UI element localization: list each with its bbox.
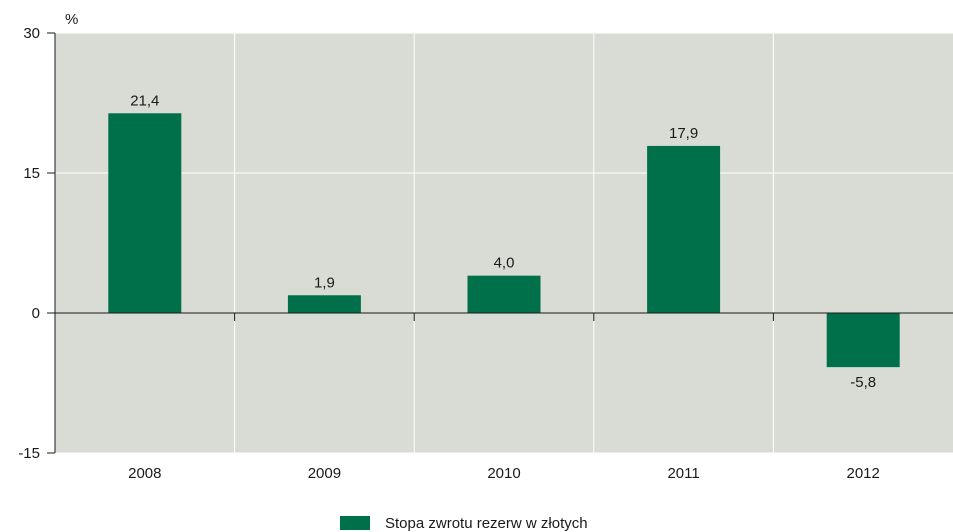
x-tick-label-2011: 2011 [667, 465, 699, 482]
x-tick-label-2009: 2009 [308, 465, 341, 482]
x-tick-label-2010: 2010 [487, 465, 520, 482]
legend-swatch [340, 516, 370, 530]
plot-area [55, 33, 953, 453]
y-axis-unit-label: % [65, 11, 78, 28]
legend-label: Stopa zwrotu rezerw w złotych [385, 515, 588, 532]
data-labels: 21,4 1,9 4,0 17,9 -5,8 [130, 92, 876, 391]
bar-2011 [647, 145, 721, 313]
bar-2009 [287, 295, 361, 313]
y-tick-label: 15 [23, 165, 40, 182]
bars [108, 113, 900, 368]
bar-2012 [826, 313, 900, 368]
data-label-2009: 1,9 [314, 274, 335, 291]
x-tick-label-2008: 2008 [128, 465, 161, 482]
axes [54, 33, 953, 453]
y-axis-ticks: 30 15 0 -15 [18, 25, 55, 462]
y-tick-label: 30 [23, 25, 40, 42]
data-label-2008: 21,4 [130, 92, 159, 109]
data-label-2012: -5,8 [850, 374, 876, 391]
gridlines [55, 32, 953, 454]
x-axis-ticks: 2008 2009 2010 2011 2012 [128, 465, 880, 482]
y-tick-label: 0 [32, 305, 40, 322]
data-label-2010: 4,0 [494, 255, 515, 272]
bar-2010 [467, 275, 541, 313]
bar-2008 [108, 113, 182, 314]
x-tick-label-2012: 2012 [847, 465, 880, 482]
data-label-2011: 17,9 [669, 125, 698, 142]
y-tick-label: -15 [18, 445, 40, 462]
legend: Stopa zwrotu rezerw w złotych [340, 515, 588, 532]
